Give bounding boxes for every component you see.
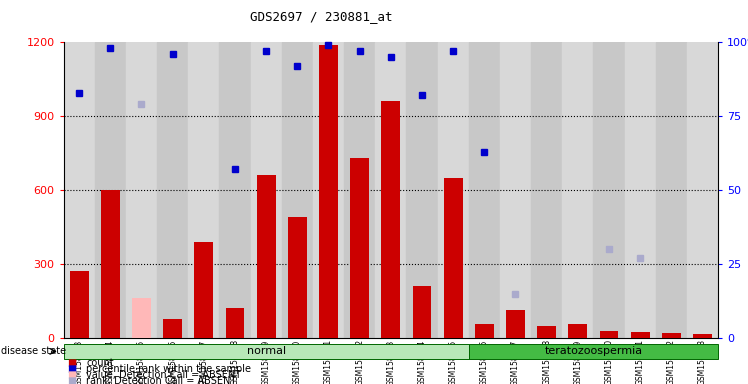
Bar: [219, 42, 251, 338]
Text: value, Detection Call = ABSENT: value, Detection Call = ABSENT: [86, 370, 241, 380]
Bar: [64, 344, 469, 359]
Bar: [257, 175, 275, 338]
Bar: [288, 217, 307, 338]
Bar: [693, 334, 712, 338]
Bar: [562, 42, 593, 338]
Bar: [500, 42, 531, 338]
Text: ■: ■: [67, 370, 76, 380]
Bar: [344, 42, 375, 338]
Bar: [95, 42, 126, 338]
Bar: [132, 298, 151, 338]
Bar: [194, 242, 213, 338]
Bar: [600, 331, 619, 338]
Bar: [687, 42, 718, 338]
Bar: [251, 42, 282, 338]
Text: disease state: disease state: [1, 346, 67, 356]
Bar: [631, 332, 649, 338]
Bar: [475, 324, 494, 338]
Bar: [163, 319, 182, 338]
Bar: [188, 42, 219, 338]
Bar: [438, 42, 469, 338]
Bar: [313, 42, 344, 338]
Bar: [469, 42, 500, 338]
Bar: [381, 101, 400, 338]
Bar: [625, 42, 656, 338]
Text: normal: normal: [247, 346, 286, 356]
Bar: [226, 308, 245, 338]
Text: ■: ■: [67, 376, 76, 384]
Text: percentile rank within the sample: percentile rank within the sample: [86, 364, 251, 374]
Text: GDS2697 / 230881_at: GDS2697 / 230881_at: [251, 10, 393, 23]
Text: teratozoospermia: teratozoospermia: [545, 346, 643, 356]
Bar: [319, 45, 338, 338]
Bar: [413, 286, 432, 338]
Bar: [662, 333, 681, 338]
Bar: [593, 42, 625, 338]
Bar: [101, 190, 120, 338]
Bar: [70, 271, 88, 338]
Bar: [506, 310, 525, 338]
Bar: [406, 42, 438, 338]
Bar: [537, 326, 556, 338]
Bar: [531, 42, 562, 338]
Bar: [157, 42, 188, 338]
Text: rank, Detection Call = ABSENT: rank, Detection Call = ABSENT: [86, 376, 236, 384]
Bar: [282, 42, 313, 338]
Text: count: count: [86, 358, 114, 368]
Bar: [444, 178, 462, 338]
Bar: [469, 344, 718, 359]
Bar: [568, 324, 587, 338]
Bar: [375, 42, 406, 338]
Text: ■: ■: [67, 364, 76, 374]
Bar: [126, 42, 157, 338]
Bar: [656, 42, 687, 338]
Bar: [64, 42, 95, 338]
Text: ■: ■: [67, 358, 76, 368]
Bar: [350, 158, 369, 338]
